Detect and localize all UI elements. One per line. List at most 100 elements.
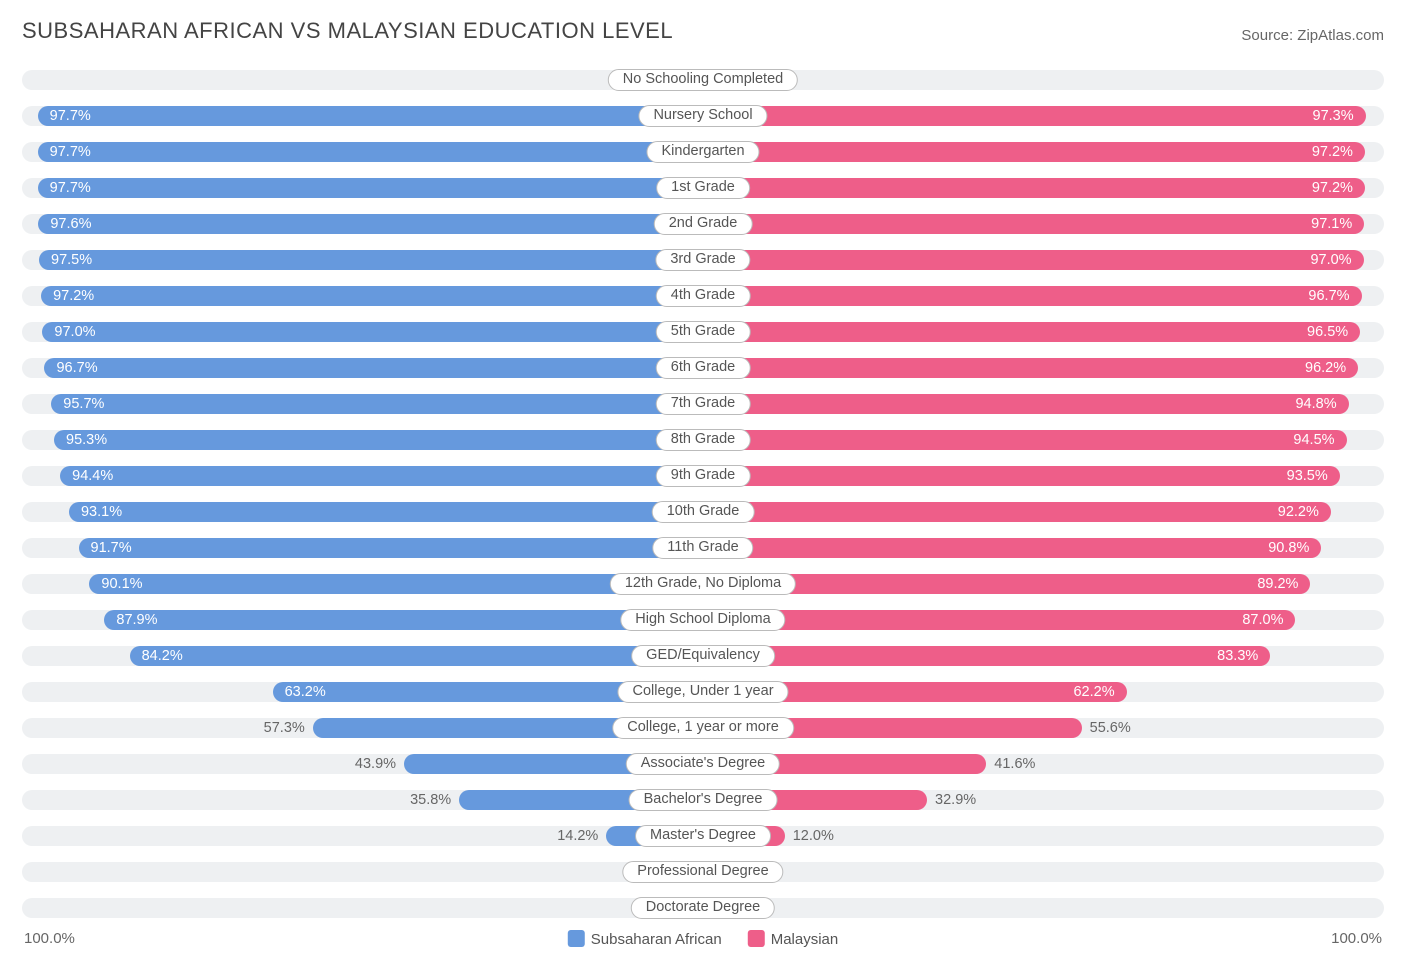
chart-title: SUBSAHARAN AFRICAN VS MALAYSIAN EDUCATIO…	[22, 18, 673, 44]
axis-max-right: 100.0%	[1331, 930, 1382, 947]
category-label: 8th Grade	[656, 429, 751, 451]
track-right	[703, 70, 1384, 90]
value-right: 97.1%	[1311, 214, 1364, 234]
value-left: 35.8%	[410, 790, 459, 810]
bar-left	[39, 250, 703, 270]
value-right: 94.8%	[1295, 394, 1348, 414]
bar-right	[703, 430, 1347, 450]
category-label: 12th Grade, No Diploma	[610, 573, 796, 595]
value-left: 94.4%	[60, 466, 113, 486]
value-left: 63.2%	[273, 682, 326, 702]
value-right: 94.5%	[1293, 430, 1346, 450]
category-label: 6th Grade	[656, 357, 751, 379]
category-label: 1st Grade	[656, 177, 750, 199]
legend-item-right: Malaysian	[748, 930, 839, 948]
diverging-bar-chart: 2.3%2.8%No Schooling Completed 97.7%97.3%…	[22, 66, 1384, 922]
legend-swatch-left	[568, 930, 585, 947]
legend-label-left: Subsaharan African	[591, 931, 722, 948]
category-label: 2nd Grade	[654, 213, 753, 235]
chart-row: 63.2%62.2%College, Under 1 year	[22, 678, 1384, 706]
bar-right	[703, 394, 1349, 414]
bar-right	[703, 466, 1340, 486]
category-label: GED/Equivalency	[631, 645, 775, 667]
bar-left	[42, 322, 703, 342]
chart-row: 97.7% 97.2% 1st Grade	[22, 174, 1384, 202]
value-left: 96.7%	[44, 358, 97, 378]
track-right	[703, 862, 1384, 882]
value-left: 14.2%	[557, 826, 606, 846]
value-left: 97.7%	[38, 106, 91, 126]
bar-left	[104, 610, 703, 630]
chart-row: 97.5%97.0%3rd Grade	[22, 246, 1384, 274]
legend-item-left: Subsaharan African	[568, 930, 722, 948]
category-label: Associate's Degree	[626, 753, 780, 775]
value-left: 90.1%	[89, 574, 142, 594]
value-left: 97.2%	[41, 286, 94, 306]
chart-row: 2.3%2.8%No Schooling Completed	[22, 66, 1384, 94]
bar-right	[703, 214, 1364, 234]
bar-right	[703, 250, 1364, 270]
chart-row: 43.9%41.6%Associate's Degree	[22, 750, 1384, 778]
value-right: 87.0%	[1242, 610, 1295, 630]
bar-right	[703, 646, 1270, 666]
chart-row: 91.7%90.8%11th Grade	[22, 534, 1384, 562]
value-right: 41.6%	[986, 754, 1035, 774]
chart-row: 35.8% 32.9% Bachelor's Degree	[22, 786, 1384, 814]
category-label: Nursery School	[638, 105, 767, 127]
track-left	[22, 898, 703, 918]
bar-left	[38, 142, 703, 162]
chart-row: 97.7%97.3%Nursery School	[22, 102, 1384, 130]
track-left	[22, 862, 703, 882]
value-right: 83.3%	[1217, 646, 1270, 666]
bar-left	[44, 358, 703, 378]
value-left: 91.7%	[79, 538, 132, 558]
bar-left	[69, 502, 703, 522]
category-label: 10th Grade	[652, 501, 755, 523]
category-label: Master's Degree	[635, 825, 771, 847]
value-left: 97.7%	[38, 142, 91, 162]
chart-row: 1.8%1.5%Doctorate Degree	[22, 894, 1384, 922]
value-right: 93.5%	[1287, 466, 1340, 486]
bar-right	[703, 502, 1331, 522]
bar-right	[703, 538, 1321, 558]
chart-row: 95.7%94.8%7th Grade	[22, 390, 1384, 418]
category-label: 11th Grade	[652, 537, 753, 559]
value-right: 32.9%	[927, 790, 976, 810]
bar-left	[130, 646, 703, 666]
bar-right	[703, 142, 1365, 162]
category-label: 5th Grade	[656, 321, 751, 343]
bar-left	[38, 214, 703, 234]
track-right	[703, 898, 1384, 918]
category-label: High School Diploma	[620, 609, 785, 631]
category-label: 7th Grade	[656, 393, 751, 415]
chart-row: 97.7% 97.2% Kindergarten	[22, 138, 1384, 166]
value-right: 96.2%	[1305, 358, 1358, 378]
bar-left	[54, 430, 703, 450]
category-label: Bachelor's Degree	[629, 789, 778, 811]
chart-row: 93.1%92.2%10th Grade	[22, 498, 1384, 526]
value-left: 97.5%	[39, 250, 92, 270]
category-label: 9th Grade	[656, 465, 751, 487]
chart-row: 14.2%12.0%Master's Degree	[22, 822, 1384, 850]
bar-right	[703, 322, 1360, 342]
value-right: 97.2%	[1312, 178, 1365, 198]
bar-right	[703, 610, 1295, 630]
category-label: College, 1 year or more	[612, 717, 794, 739]
source-label: Source:	[1241, 27, 1297, 44]
track-left	[22, 70, 703, 90]
value-left: 97.6%	[38, 214, 91, 234]
category-label: No Schooling Completed	[608, 69, 798, 91]
chart-row: 4.1%3.4%Professional Degree	[22, 858, 1384, 886]
value-left: 84.2%	[130, 646, 183, 666]
bar-left	[51, 394, 703, 414]
category-label: 4th Grade	[656, 285, 751, 307]
value-right: 97.0%	[1310, 250, 1363, 270]
bar-left	[60, 466, 703, 486]
value-right: 96.5%	[1307, 322, 1360, 342]
chart-row: 97.0%96.5%5th Grade	[22, 318, 1384, 346]
category-label: Kindergarten	[646, 141, 759, 163]
value-left: 95.3%	[54, 430, 107, 450]
value-left: 97.7%	[38, 178, 91, 198]
chart-row: 95.3% 94.5% 8th Grade	[22, 426, 1384, 454]
value-right: 97.2%	[1312, 142, 1365, 162]
